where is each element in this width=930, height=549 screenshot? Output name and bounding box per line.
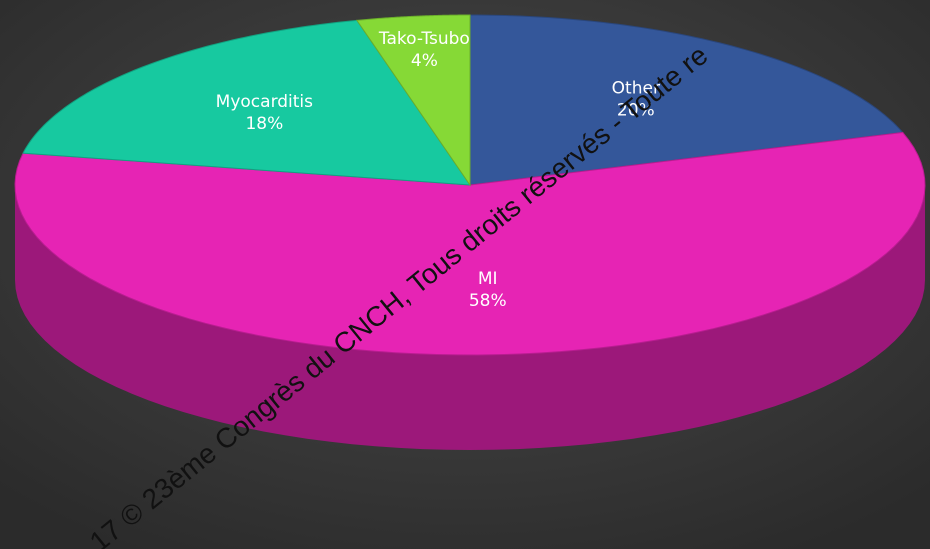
slice-value-label: 20% [617, 101, 655, 121]
slice-label: Tako-Tsubo [378, 29, 470, 49]
slice [469, 14, 904, 186]
slice [22, 19, 472, 186]
slice [355, 14, 471, 187]
slice-label: Other [612, 79, 660, 99]
slice-value-label: 4% [411, 51, 438, 71]
slice-label: MI [478, 269, 498, 289]
slice-label: Myocarditis [216, 92, 313, 112]
slice-side [15, 185, 925, 450]
slice [14, 131, 926, 356]
slice-value-label: 58% [469, 291, 507, 311]
slice-value-label: 18% [245, 114, 283, 134]
